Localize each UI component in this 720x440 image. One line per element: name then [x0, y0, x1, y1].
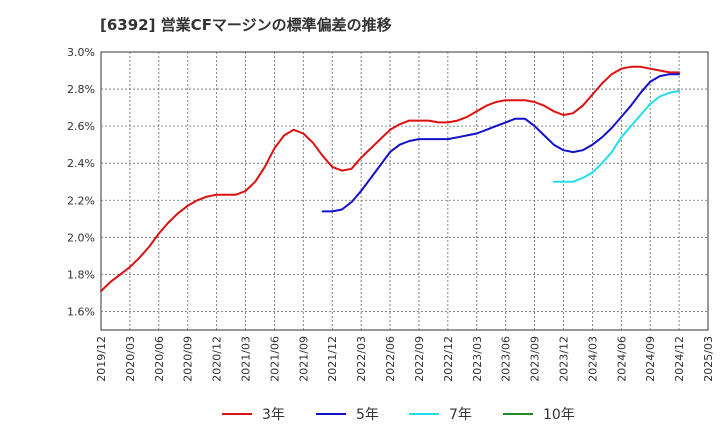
x-tick-label: 2022/06: [384, 336, 397, 382]
x-tick-label: 2023/09: [529, 336, 542, 382]
x-tick-label: 2024/09: [644, 336, 657, 382]
y-tick-label: 1.6%: [67, 305, 95, 318]
y-tick-label: 2.4%: [67, 157, 95, 170]
x-tick-label: 2022/12: [442, 336, 455, 382]
x-tick-label: 2020/06: [153, 336, 166, 382]
x-tick-label: 2023/12: [557, 336, 570, 382]
y-tick-label: 2.6%: [67, 120, 95, 133]
series-line-5年: [321, 73, 681, 213]
chart-title: [6392] 営業CFマージンの標準偏差の推移: [100, 16, 392, 34]
y-tick-label: 2.2%: [67, 194, 95, 207]
y-tick-label: 1.8%: [67, 268, 95, 281]
x-tick-label: 2025/03: [702, 336, 715, 382]
x-tick-label: 2020/09: [182, 336, 195, 382]
series-line-3年: [100, 65, 681, 293]
x-tick-label: 2019/12: [95, 336, 108, 382]
x-tick-label: 2021/06: [268, 336, 281, 382]
legend-label-5年: 5年: [356, 407, 379, 423]
x-tick-label: 2021/09: [297, 336, 310, 382]
y-tick-label: 2.0%: [67, 231, 95, 244]
x-tick-label: 2021/03: [240, 336, 253, 382]
x-tick-label: 2023/06: [500, 336, 513, 382]
legend-label-3年: 3年: [262, 407, 285, 423]
x-tick-label: 2023/03: [471, 336, 484, 382]
x-tick-label: 2024/03: [586, 336, 599, 382]
legend-label-7年: 7年: [449, 407, 472, 423]
series-line-7年: [552, 89, 681, 183]
plot-area: [100, 51, 709, 331]
x-tick-label: 2020/03: [124, 336, 137, 382]
y-tick-label: 3.0%: [67, 46, 95, 59]
x-tick-label: 2020/12: [211, 336, 224, 382]
y-tick-label: 2.8%: [67, 83, 95, 96]
x-tick-label: 2022/09: [413, 336, 426, 382]
x-tick-label: 2024/12: [673, 336, 686, 382]
x-tick-label: 2024/06: [615, 336, 628, 382]
x-tick-label: 2022/03: [355, 336, 368, 382]
legend-label-10年: 10年: [543, 407, 575, 423]
x-tick-label: 2021/12: [326, 336, 339, 382]
